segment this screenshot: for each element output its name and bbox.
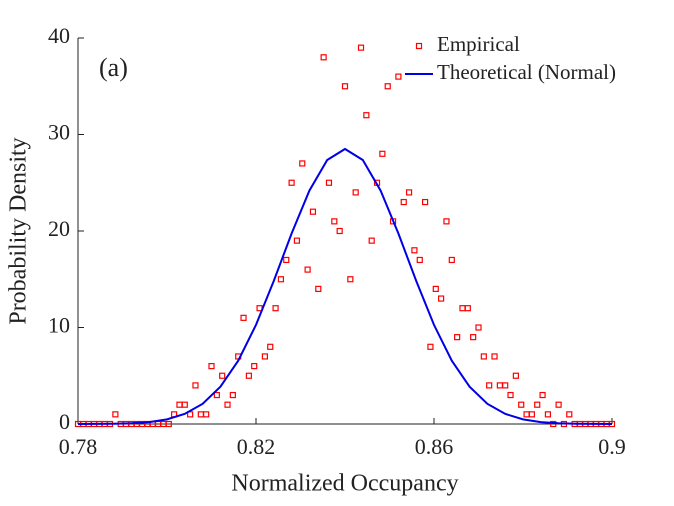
data-point bbox=[283, 256, 290, 264]
y-tick-label: 0 bbox=[59, 409, 70, 434]
data-point bbox=[400, 198, 407, 206]
data-point bbox=[192, 382, 199, 389]
data-point bbox=[427, 343, 434, 350]
data-point bbox=[502, 382, 509, 389]
legend-marker bbox=[415, 42, 423, 50]
data-point bbox=[224, 401, 231, 408]
data-point bbox=[197, 411, 204, 418]
legend-label: Theoretical (Normal) bbox=[437, 60, 616, 84]
data-point bbox=[539, 391, 546, 399]
data-point bbox=[395, 73, 402, 80]
data-point bbox=[347, 276, 354, 283]
data-point bbox=[555, 401, 562, 408]
data-point bbox=[475, 324, 482, 331]
data-point bbox=[315, 285, 322, 292]
data-point bbox=[288, 179, 295, 186]
data-point bbox=[325, 179, 333, 186]
data-point bbox=[379, 150, 386, 157]
y-tick-label: 10 bbox=[48, 313, 70, 338]
data-point bbox=[464, 305, 471, 312]
panel-label: (a) bbox=[99, 53, 128, 82]
data-point bbox=[443, 218, 450, 225]
data-point bbox=[229, 391, 236, 399]
data-point bbox=[240, 314, 247, 321]
data-point bbox=[352, 189, 359, 196]
data-point bbox=[304, 266, 311, 273]
data-point bbox=[496, 382, 503, 389]
x-axis-label: Normalized Occupancy bbox=[231, 471, 458, 497]
data-point bbox=[331, 218, 338, 225]
data-point bbox=[384, 83, 391, 90]
data-point bbox=[251, 363, 258, 370]
data-point bbox=[491, 353, 498, 360]
data-point bbox=[512, 372, 519, 379]
data-point bbox=[438, 295, 445, 302]
data-point bbox=[299, 160, 306, 167]
data-point bbox=[309, 208, 317, 215]
data-point bbox=[411, 247, 418, 254]
data-point bbox=[219, 372, 226, 379]
x-tick-label: 0.82 bbox=[237, 434, 276, 459]
y-tick-label: 20 bbox=[48, 216, 70, 241]
data-point bbox=[112, 411, 119, 418]
data-point bbox=[454, 334, 461, 341]
data-point bbox=[405, 189, 413, 196]
data-point bbox=[203, 411, 210, 418]
y-tick-label: 30 bbox=[48, 120, 70, 145]
data-point bbox=[422, 198, 429, 206]
data-point bbox=[277, 276, 285, 283]
data-point bbox=[507, 391, 514, 399]
data-point bbox=[534, 401, 541, 408]
data-point bbox=[480, 353, 487, 360]
data-point bbox=[267, 343, 274, 350]
data-point bbox=[341, 83, 349, 90]
data-point bbox=[470, 334, 477, 341]
x-tick-label: 0.9 bbox=[598, 434, 626, 459]
fit-line bbox=[77, 147, 613, 425]
data-point bbox=[459, 305, 466, 312]
data-point bbox=[208, 363, 215, 370]
data-point bbox=[245, 372, 252, 379]
data-point bbox=[544, 411, 552, 418]
y-axis-label: Probability Density bbox=[6, 137, 32, 324]
data-point bbox=[261, 353, 268, 360]
data-point bbox=[176, 401, 183, 408]
data-point bbox=[320, 54, 327, 61]
data-point bbox=[523, 411, 530, 418]
data-point bbox=[272, 305, 279, 312]
data-point bbox=[432, 285, 439, 292]
data-point bbox=[336, 227, 343, 235]
data-point bbox=[368, 237, 375, 244]
data-point bbox=[528, 411, 536, 418]
data-point bbox=[363, 112, 370, 119]
data-point bbox=[357, 44, 365, 51]
data-point bbox=[486, 382, 493, 389]
data-point bbox=[213, 391, 220, 399]
legend-label: Empirical bbox=[437, 32, 520, 56]
data-point bbox=[416, 256, 423, 264]
data-point bbox=[566, 411, 573, 418]
y-tick-label: 40 bbox=[48, 23, 70, 48]
data-point bbox=[518, 401, 525, 408]
x-tick-label: 0.86 bbox=[415, 434, 454, 459]
data-point bbox=[293, 237, 301, 244]
x-tick-label: 0.78 bbox=[59, 434, 98, 459]
data-point bbox=[181, 401, 188, 408]
data-point bbox=[165, 420, 172, 428]
data-point bbox=[448, 256, 455, 264]
